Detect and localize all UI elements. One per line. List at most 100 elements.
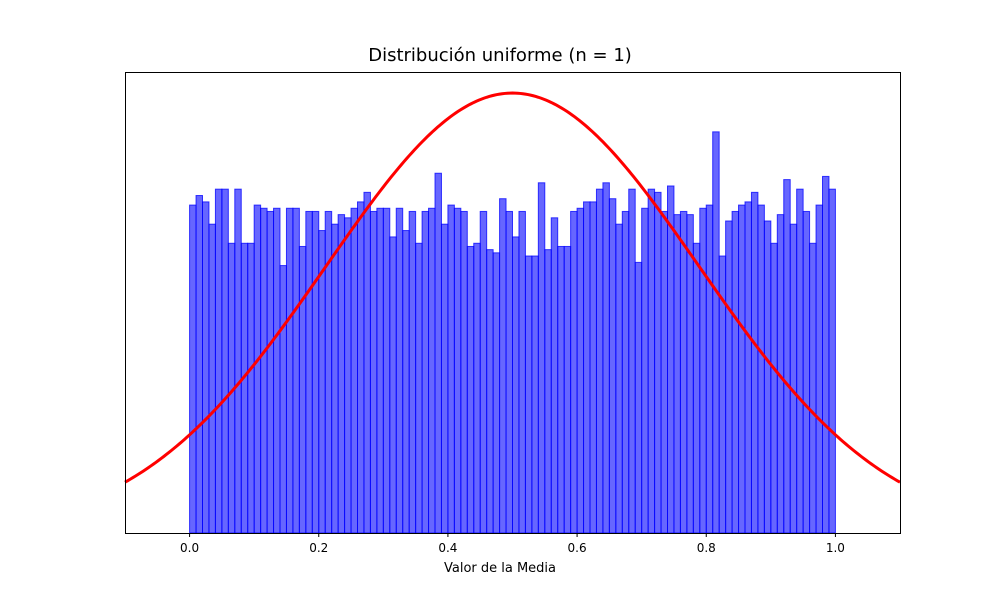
histogram-bar: [576, 207, 585, 534]
histogram-bar: [531, 255, 539, 534]
histogram-bar: [240, 242, 249, 534]
histogram-bar: [350, 207, 358, 534]
histogram-bar: [195, 195, 204, 534]
histogram-bar: [453, 207, 462, 534]
histogram-bar: [634, 261, 643, 534]
histogram-bar: [492, 252, 501, 534]
histogram-bar: [344, 217, 352, 534]
histogram-bar: [292, 207, 300, 534]
histogram-bar: [602, 182, 610, 534]
x-axis-label: Valor de la Media: [443, 561, 557, 576]
histogram-bar: [434, 172, 442, 534]
histogram-bars: [189, 131, 836, 534]
histogram-bar: [331, 223, 339, 534]
axes-frame: [125, 72, 901, 534]
histogram-bar: [214, 188, 223, 534]
histogram-bar: [395, 207, 404, 534]
histogram-bar: [544, 249, 552, 534]
histogram-bar: [615, 223, 623, 534]
histogram-bar: [738, 204, 746, 534]
histogram-bar: [305, 210, 313, 534]
histogram-bar: [479, 210, 488, 534]
histogram-bar: [285, 207, 294, 534]
histogram-bar: [712, 131, 720, 534]
histogram-bar: [550, 217, 559, 534]
histogram-bar: [266, 210, 275, 534]
histogram-bar: [208, 223, 216, 534]
histogram-bar: [595, 188, 604, 534]
histogram-bar: [692, 242, 701, 534]
histogram-bar: [667, 185, 675, 534]
histogram-bar: [260, 207, 268, 534]
histogram-bar: [221, 188, 229, 534]
histogram-bar: [570, 210, 578, 534]
histogram-bar: [234, 188, 242, 534]
histogram-bar: [621, 210, 630, 534]
histogram-bar: [699, 207, 707, 534]
histogram-bar: [337, 214, 346, 534]
x-tick-label: 0.4: [438, 541, 458, 555]
histogram-bar: [647, 188, 656, 534]
histogram-bar: [731, 210, 740, 534]
x-tick-label: 0.0: [180, 541, 200, 555]
histogram-bar: [628, 188, 636, 534]
histogram-bar: [298, 245, 307, 534]
histogram-bar: [415, 242, 423, 534]
histogram-bar: [382, 207, 391, 534]
histogram-bar: [583, 201, 591, 534]
histogram-bar: [447, 204, 455, 534]
histogram-bar: [408, 210, 417, 534]
histogram-bar: [363, 191, 371, 534]
x-tick-label: 0.6: [567, 541, 587, 555]
histogram-bar: [783, 179, 791, 534]
histogram-bar: [679, 210, 688, 534]
histogram-bar: [428, 207, 436, 534]
histogram-bar: [789, 223, 798, 534]
histogram-bar: [537, 182, 546, 534]
histogram-bar: [828, 188, 836, 534]
histogram-bar: [815, 204, 824, 534]
histogram-bar: [273, 207, 281, 534]
histogram-bar: [750, 191, 759, 534]
histogram-bar: [822, 175, 830, 534]
histogram-bar: [563, 245, 572, 534]
histogram-bar: [557, 245, 565, 534]
histogram-bar: [389, 236, 397, 534]
histogram-bar: [524, 255, 533, 534]
histogram-bar: [673, 214, 681, 534]
x-axis-ticks: [189, 533, 836, 537]
histogram-bar: [189, 204, 197, 534]
histogram-bar: [440, 223, 449, 534]
histogram-bar: [253, 204, 262, 534]
normal-curve: [124, 91, 901, 484]
histogram-bar: [809, 242, 817, 534]
x-tick-label: 0.2: [309, 541, 329, 555]
histogram-bar: [202, 201, 210, 534]
histogram-bar: [641, 207, 649, 534]
histogram-bar: [466, 245, 475, 534]
histogram-bar: [770, 242, 778, 534]
histogram-bar: [796, 188, 804, 534]
histogram-bar: [505, 210, 513, 534]
histogram-bar: [376, 207, 384, 534]
histogram-bar: [763, 220, 772, 534]
chart-title: Distribución uniforme (n = 1): [368, 45, 632, 66]
histogram-bar: [402, 230, 410, 534]
histogram-bar: [247, 242, 255, 534]
histogram-bar: [660, 210, 669, 534]
histogram-bar: [357, 201, 365, 534]
x-tick-label: 1.0: [825, 541, 845, 555]
histogram-bar: [518, 210, 526, 534]
x-tick-label: 0.8: [696, 541, 716, 555]
histogram-bar: [725, 220, 733, 534]
histogram-bar: [369, 210, 378, 534]
histogram-bar: [311, 210, 320, 534]
histogram-bar: [486, 249, 494, 534]
histogram-bar: [460, 210, 468, 534]
histogram-bar: [589, 201, 597, 534]
histogram-bar: [686, 214, 694, 534]
histogram-bar: [654, 191, 662, 534]
histogram-bar: [705, 204, 714, 534]
